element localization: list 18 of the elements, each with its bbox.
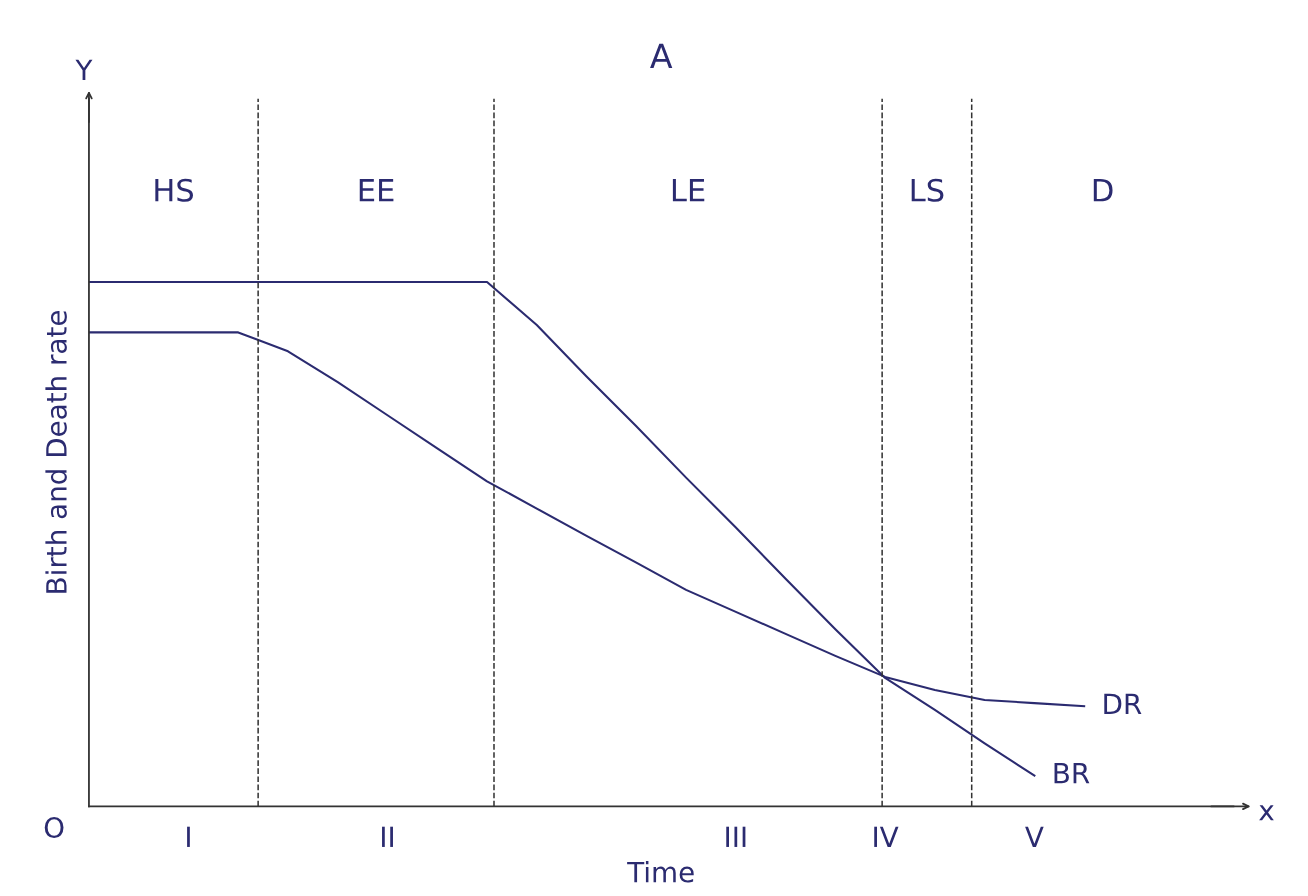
x-tick-label: V (1025, 826, 1044, 847)
chart-title: A (650, 43, 673, 68)
text: EE (359, 179, 394, 202)
x-tick-label: IV (874, 826, 899, 847)
text: O (44, 817, 64, 839)
text: HS (155, 178, 194, 202)
text: D (1093, 179, 1113, 202)
y-axis-title: Birth and Death rate (45, 311, 67, 593)
text: x (1259, 805, 1274, 821)
text: LE (672, 179, 705, 202)
text: Y (75, 59, 93, 81)
x-axis-title: Time (627, 861, 694, 883)
series-label: DR (1104, 693, 1142, 714)
text: LS (911, 178, 944, 202)
x-tick-label: III (726, 826, 746, 847)
x-tick-label: II (382, 826, 393, 847)
series-label: BR (1054, 762, 1090, 784)
x-tick-label: I (187, 826, 190, 847)
